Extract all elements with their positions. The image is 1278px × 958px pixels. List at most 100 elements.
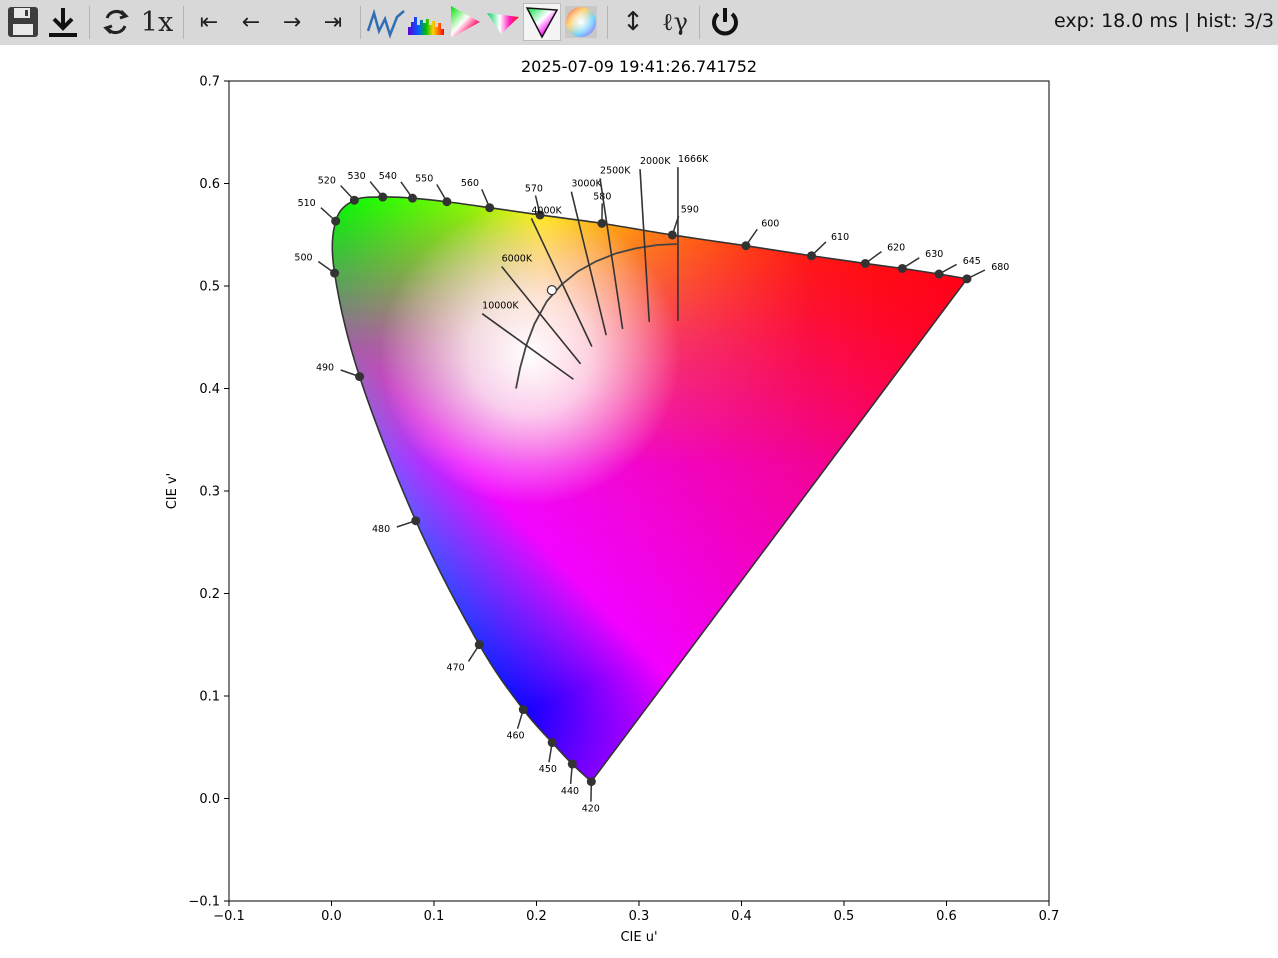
y-tick-label: 0.1 <box>199 690 220 705</box>
wavelength-label: 490 <box>316 363 334 374</box>
y-axis-ticks: −0.1 0.0 0.1 0.2 0.3 0.4 0.5 0.6 0.7 <box>188 75 229 910</box>
isotherm-10000K: 10000K <box>481 301 574 380</box>
x-tick-label: −0.1 <box>213 909 245 924</box>
isotherm-label: 2000K <box>640 156 671 167</box>
color-wheel-icon[interactable] <box>562 3 600 41</box>
x-tick-label: 0.2 <box>526 909 547 924</box>
spectrum-line-icon[interactable] <box>366 3 406 41</box>
wavelength-marker-620: 620 <box>860 242 905 268</box>
wavelength-label: 530 <box>348 171 366 182</box>
wavelength-marker-560: 560 <box>461 178 495 213</box>
wavelength-marker-590: 590 <box>667 204 699 240</box>
isotherm-label: 2500K <box>600 165 631 176</box>
toolbar-separator <box>89 6 90 39</box>
toolbar-separator <box>183 6 184 39</box>
wavelength-marker-610: 610 <box>807 232 849 261</box>
wavelength-label: 570 <box>525 184 543 195</box>
x-tick-label: 0.5 <box>834 909 855 924</box>
isotherm-label: 1666K <box>678 154 709 165</box>
measurement-point <box>546 285 557 296</box>
isotherm-2000K: 2000K <box>639 156 671 322</box>
isotherm-3000K: 3000K <box>570 179 607 336</box>
wavelength-marker-570: 570 <box>525 184 545 220</box>
wavelength-marker-420: 420 <box>582 777 600 815</box>
last-button[interactable]: ⇥ <box>323 9 343 35</box>
planckian-locus <box>515 243 677 389</box>
cie-xy-icon[interactable] <box>446 3 484 41</box>
refresh-icon[interactable] <box>97 3 135 41</box>
wavelength-marker-500: 500 <box>294 252 340 278</box>
measurement-marker <box>546 285 557 296</box>
toolbar-separator <box>360 6 361 39</box>
autoscale-button[interactable]: ↕ <box>622 7 644 37</box>
wavelength-marker-470: 470 <box>447 640 484 673</box>
wavelength-marker-520: 520 <box>318 176 359 205</box>
wavelength-label: 600 <box>761 218 779 229</box>
x-axis-label: CIE u' <box>620 930 657 945</box>
cie-uv-icon[interactable] <box>484 3 522 41</box>
isotherm-6000K: 6000K <box>501 254 582 365</box>
isotherm-2500K: 2500K <box>599 165 631 330</box>
wavelength-label: 470 <box>447 662 465 673</box>
wavelength-marker-550: 550 <box>415 173 452 207</box>
wavelength-marker-440: 440 <box>561 759 579 797</box>
wavelength-marker-540: 540 <box>379 171 417 203</box>
toolbar: 1x ⇤ ← → ⇥ <box>0 0 1278 45</box>
wavelength-label: 630 <box>925 249 943 260</box>
save-icon[interactable] <box>4 3 42 41</box>
wavelength-marker-630: 630 <box>897 249 943 273</box>
download-icon[interactable] <box>44 3 82 41</box>
wavelength-label: 560 <box>461 178 479 189</box>
wavelength-marker-680: 680 <box>962 262 1009 284</box>
isotherm-label: 10000K <box>482 301 519 312</box>
y-tick-label: 0.5 <box>199 280 220 295</box>
wavelength-label: 610 <box>831 232 849 243</box>
isotherm-label: 3000K <box>571 179 602 190</box>
y-tick-label: 0.7 <box>199 75 220 90</box>
isotherm-label: 6000K <box>502 254 533 265</box>
y-axis-label: CIE v' <box>165 473 180 510</box>
wavelength-label: 480 <box>372 524 390 535</box>
isotherms: 10000K 6000K 4000K 3000K 2500K 2000K 1666K <box>481 154 709 380</box>
first-button[interactable]: ⇤ <box>199 9 219 35</box>
next-button[interactable]: → <box>282 9 302 35</box>
x-tick-label: 0.3 <box>629 909 650 924</box>
wavelength-marker-530: 530 <box>348 171 388 202</box>
x-tick-label: 0.6 <box>936 909 957 924</box>
y-tick-label: 0.3 <box>199 485 220 500</box>
wavelength-marker-600: 600 <box>741 218 779 251</box>
wavelength-label: 450 <box>539 764 557 775</box>
wavelength-marker-460: 460 <box>506 705 528 741</box>
isotherm-1666K: 1666K <box>677 154 709 321</box>
planckian-locus-line <box>515 243 677 389</box>
y-tick-label: −0.1 <box>188 895 220 910</box>
toolbar-separator <box>699 6 700 39</box>
wavelength-marker-480: 480 <box>372 516 421 535</box>
wavelength-label: 520 <box>318 176 336 187</box>
prev-button[interactable]: ← <box>241 9 261 35</box>
wavelength-label: 620 <box>887 242 905 253</box>
wavelength-label: 550 <box>415 173 433 184</box>
wavelength-label: 645 <box>963 256 981 267</box>
x-tick-label: 0.0 <box>321 909 342 924</box>
toolbar-separator <box>607 6 608 39</box>
power-icon[interactable] <box>705 3 745 41</box>
wavelength-label: 510 <box>298 198 316 209</box>
wavelength-marker-450: 450 <box>539 738 557 775</box>
wavelength-marker-510: 510 <box>298 198 341 226</box>
wavelength-label: 680 <box>991 262 1009 273</box>
y-tick-label: 0.6 <box>199 177 220 192</box>
y-tick-label: 0.4 <box>199 382 220 397</box>
speed-button[interactable]: 1x <box>140 6 174 38</box>
wavelength-label: 460 <box>506 730 524 741</box>
cie-uv-prime-icon[interactable] <box>523 3 561 41</box>
y-tick-label: 0.0 <box>199 792 220 807</box>
spectrum-histogram-icon[interactable] <box>406 3 446 41</box>
log-gamma-button[interactable]: ℓγ <box>662 7 688 36</box>
x-tick-label: 0.4 <box>731 909 752 924</box>
y-tick-label: 0.2 <box>199 587 220 602</box>
wavelength-label: 540 <box>379 171 397 182</box>
x-tick-label: 0.7 <box>1039 909 1060 924</box>
isotherm-label: 4000K <box>531 205 562 216</box>
